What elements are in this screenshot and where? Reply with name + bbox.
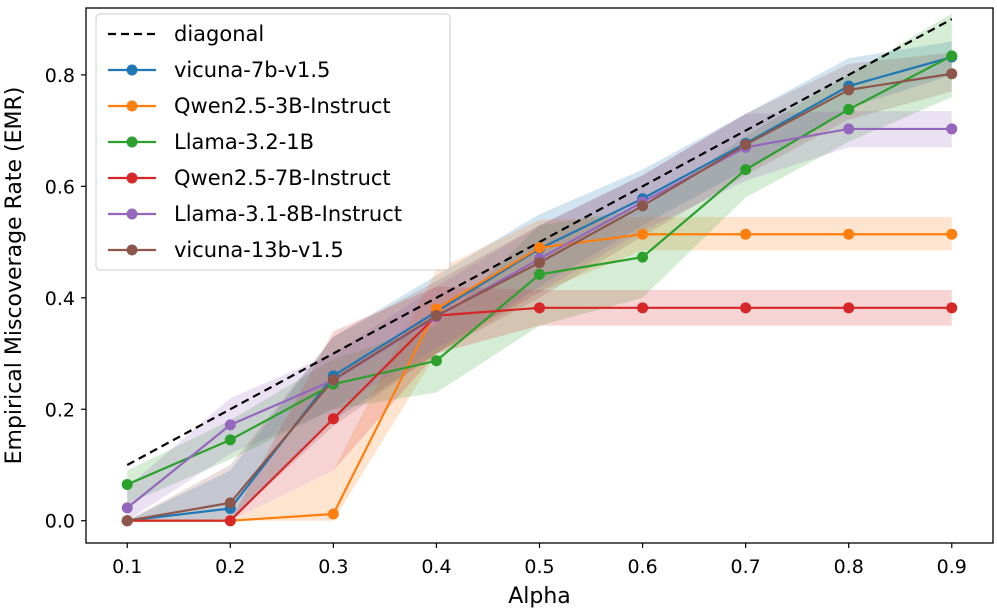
y-axis-label: Empirical Miscoverage Rate (EMR) (2, 87, 27, 465)
legend-marker-4 (126, 172, 138, 184)
point-series-4-1 (224, 419, 236, 431)
x-axis: 0.1 0.2 0.3 0.4 0.5 0.6 0.7 0.8 0.9 (112, 543, 967, 578)
point-series-2-5 (637, 251, 649, 263)
point-series-3-7 (843, 302, 855, 314)
legend-box (95, 13, 451, 271)
point-series-4-0 (121, 502, 133, 514)
point-series-5-6 (740, 139, 752, 151)
point-series-1-8 (946, 228, 958, 240)
point-series-2-7 (843, 103, 855, 115)
point-series-1-2 (327, 508, 339, 520)
x-tick-label-0: 0.1 (112, 556, 142, 578)
point-series-3-4 (534, 302, 545, 314)
point-series-5-8 (946, 68, 958, 80)
legend-marker-2 (126, 100, 138, 112)
x-axis-label: Alpha (508, 584, 571, 609)
point-series-2-8 (946, 50, 958, 62)
x-tick-label-2: 0.3 (318, 556, 348, 578)
y-axis: 0.0 0.2 0.4 0.6 0.8 (45, 65, 86, 533)
point-series-5-0 (121, 515, 133, 527)
y-tick-label-3: 0.6 (45, 176, 75, 198)
point-series-3-1 (224, 515, 236, 527)
series-points (121, 50, 958, 527)
x-tick-label-6: 0.7 (731, 556, 761, 578)
x-tick-label-4: 0.5 (524, 556, 554, 578)
legend-marker-1 (126, 64, 138, 76)
point-series-4-7 (843, 123, 855, 135)
point-series-5-4 (534, 257, 545, 269)
legend-label-5: Llama-3.1-8B-Instruct (174, 202, 402, 226)
x-tick-label-8: 0.9 (937, 556, 967, 578)
band-series-3 (127, 286, 952, 521)
y-tick-label-2: 0.4 (45, 288, 75, 310)
point-series-1-6 (740, 228, 752, 240)
legend-label-3: Llama-3.2-1B (174, 130, 314, 154)
legend-label-4: Qwen2.5-7B-Instruct (174, 166, 391, 190)
x-tick-label-1: 0.2 (215, 556, 245, 578)
legend-marker-6 (126, 244, 138, 256)
diagonal-line (126, 18, 953, 466)
x-tick-label-3: 0.4 (421, 556, 451, 578)
point-series-3-8 (946, 302, 958, 314)
legend-marker-3 (126, 136, 138, 148)
point-series-3-6 (740, 302, 752, 314)
y-tick-label-0: 0.0 (45, 511, 75, 533)
legend-label-1: vicuna-7b-v1.5 (174, 58, 330, 82)
legend-label-0: diagonal (174, 22, 264, 46)
point-series-2-3 (430, 355, 442, 367)
point-series-2-1 (224, 434, 236, 446)
point-series-2-4 (534, 268, 545, 280)
point-series-4-8 (946, 123, 958, 135)
point-series-1-7 (843, 228, 855, 240)
point-series-5-5 (637, 200, 649, 212)
point-series-3-5 (637, 302, 649, 314)
y-tick-label-4: 0.8 (45, 65, 75, 87)
legend-label-2: Qwen2.5-3B-Instruct (174, 94, 391, 118)
x-tick-label-7: 0.8 (834, 556, 864, 578)
legend-label-6: vicuna-13b-v1.5 (174, 238, 344, 262)
point-series-2-6 (740, 164, 752, 176)
point-series-1-4 (534, 242, 545, 254)
point-series-2-0 (121, 478, 133, 490)
point-series-1-5 (637, 228, 649, 240)
point-series-5-3 (430, 310, 442, 322)
point-series-5-7 (843, 84, 855, 96)
point-series-5-2 (327, 374, 339, 386)
legend: diagonal vicuna-7b-v1.5 Qwen2.5-3B-Instruc… (95, 13, 451, 271)
band-series-0 (127, 41, 952, 521)
point-series-3-2 (327, 413, 339, 425)
legend-marker-5 (126, 208, 138, 220)
y-tick-label-1: 0.2 (45, 399, 75, 421)
point-series-5-1 (224, 497, 236, 509)
x-tick-label-5: 0.6 (627, 556, 657, 578)
